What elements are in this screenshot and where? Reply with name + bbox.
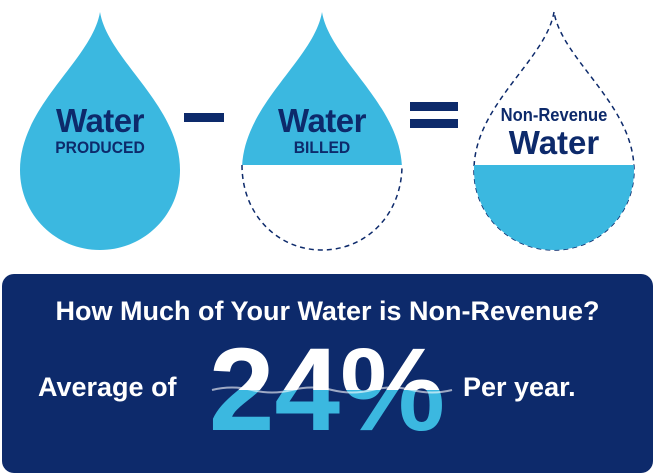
non-revenue-bottom: Water (508, 124, 600, 161)
equation-illustration (20, 11, 635, 251)
equals-sign-bottom (410, 119, 458, 128)
equals-sign-top (410, 102, 458, 111)
percentage-figure: 24% 24% (209, 334, 453, 434)
per-year-label: Per year. (463, 372, 576, 402)
non-revenue-top: Non-Revenue (500, 105, 608, 125)
average-of-label: Average of (38, 372, 177, 402)
water-produced-sub: PRODUCED (55, 138, 145, 157)
water-billed-dashed-outline (241, 164, 403, 251)
water-billed-label: Water BILLED (262, 104, 382, 156)
minus-sign (184, 113, 224, 122)
non-revenue-dashed-outline (473, 11, 635, 251)
water-produced-label: Water PRODUCED (40, 104, 160, 156)
percentage-value-top: 24% (209, 334, 445, 434)
water-produced-main: Water (56, 102, 144, 139)
water-wave-line (211, 386, 453, 394)
banner-question: How Much of Your Water is Non-Revenue? (55, 296, 600, 326)
percentage-value-water: 24% (209, 334, 445, 434)
water-billed-main: Water (278, 102, 366, 139)
water-produced-drop (20, 12, 180, 250)
water-billed-sub: BILLED (293, 138, 351, 157)
non-revenue-drop-fill (474, 165, 634, 250)
water-billed-drop (242, 12, 402, 165)
non-revenue-label: Non-Revenue Water (488, 106, 620, 159)
stat-banner: How Much of Your Water is Non-Revenue? A… (2, 274, 653, 473)
